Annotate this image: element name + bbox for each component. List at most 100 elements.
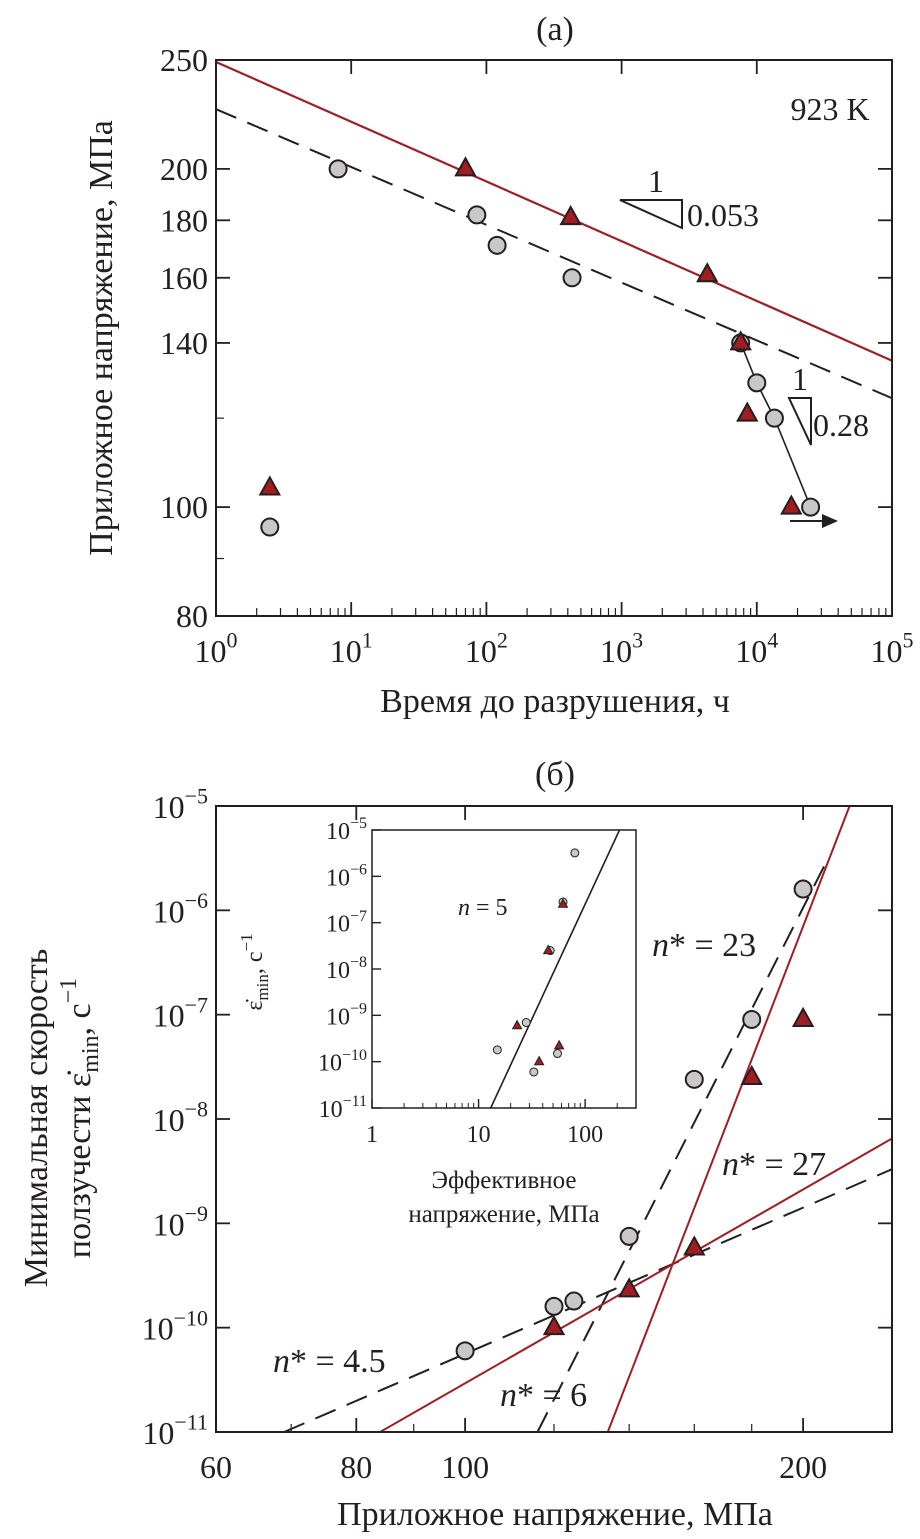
- panel-b-triangle-point-3: [740, 1064, 763, 1085]
- panel-a-triangle-point-6: [780, 494, 803, 515]
- inset-fit-lines: [489, 829, 621, 1109]
- inset-x-tick-labels: 1 10 100: [366, 1122, 603, 1148]
- n-label-4-5-rest: * = 4.5: [290, 1343, 386, 1380]
- panel-b-x-tick-label-3: 200: [779, 1449, 827, 1485]
- panel-a-y-axis-label: Приложное напряжение, МПа: [83, 120, 120, 556]
- panel-b-y-tick-label-3: 10−8: [153, 1097, 208, 1138]
- inset-n-label: n = 5: [458, 895, 508, 921]
- inset-ylabel-unit: , с: [242, 951, 268, 974]
- panel-b-y-tick-labels: 10−11 10−10 10−9 10−8 10−7 10−6 10−5: [142, 784, 208, 1451]
- slope-triangle-2: [787, 397, 812, 446]
- slope-1-one-label: 1: [648, 163, 664, 199]
- inset-fit-line-0: [489, 829, 621, 1109]
- inset-circle-point-6: [570, 848, 580, 858]
- panel-a-circle-point-8: [801, 497, 821, 517]
- panel-a-frame: [215, 59, 893, 617]
- panel-b-title: (б): [535, 756, 575, 793]
- n-label-27: n* = 27: [722, 1146, 826, 1183]
- inset-y-tick-label-6: 10−5: [326, 815, 367, 845]
- panel-a-circle-point-7: [764, 408, 784, 428]
- inset-ylabel-main: ε̇: [242, 999, 268, 1011]
- panel-a-fit-line-0: [215, 60, 893, 362]
- panel-b-y-tick-label-4: 10−7: [153, 992, 208, 1033]
- panel-a-triangle-point-4: [729, 330, 752, 351]
- inset-chart: 10−11 10−10 10−9 10−8 10−7 10−6 10−5 1 10 100 n …: [237, 815, 637, 1228]
- inset-triangle-point-0: [511, 1019, 523, 1030]
- panel-b-circle-point-1: [544, 1296, 564, 1316]
- panel-b-circle-point-6: [793, 879, 813, 899]
- panel-a-x-tick-label-0: 100: [195, 628, 238, 669]
- inset-circle-point-4: [552, 1049, 562, 1059]
- inset-n-label-rest: = 5: [470, 895, 508, 921]
- panel-b-circle-point-4: [684, 1069, 704, 1089]
- inset-x-tick-label-2: 100: [567, 1122, 603, 1148]
- panel-a-ticks: [215, 59, 893, 617]
- panel-b-triangle-point-4: [791, 1006, 815, 1027]
- panel-b-ticks: [215, 805, 892, 1433]
- panel-a-circle-point-1: [328, 159, 348, 179]
- inset-x-axis-label-line2: напряжение, МПа: [408, 1201, 599, 1228]
- panel-b-triangle-point-2: [683, 1235, 706, 1256]
- panel-a-circle-point-2: [467, 205, 487, 225]
- panel-b-circle-point-3: [619, 1226, 639, 1246]
- panel-a-y-tick-label-5: 200: [160, 151, 208, 187]
- panel-b-ylabel-unit: , с: [61, 1003, 98, 1035]
- inset-triangle-point-4: [557, 898, 569, 908]
- panel-a-circle-point-0: [260, 517, 280, 537]
- panel-a-triangle-point-2: [559, 204, 582, 226]
- panel-b-points: [455, 879, 815, 1361]
- panel-b-y-tick-label-0: 10−11: [142, 1410, 208, 1451]
- inset-y-tick-labels: 10−11 10−10 10−9 10−8 10−7 10−6 10−5: [318, 815, 367, 1123]
- runout-arrow-head: [822, 514, 838, 528]
- inset-points: [492, 848, 580, 1077]
- inset-circle-point-1: [521, 1018, 531, 1028]
- inset-ylabel-sub: min: [253, 974, 272, 1001]
- panel-a-y-tick-labels: 80 100 140 160 180 200 250: [160, 42, 208, 634]
- panel-a-x-tick-labels: 100 101 102 103 104 105: [195, 628, 914, 669]
- panel-b-y-tick-label-5: 10−6: [153, 888, 208, 929]
- panel-b-ylabel-sub: min: [78, 1035, 104, 1072]
- n-label-23-rest: * = 23: [669, 927, 756, 964]
- panel-a-y-tick-label-1: 100: [160, 489, 208, 525]
- n-label-4-5: n* = 4.5: [273, 1343, 386, 1380]
- panel-a-x-tick-label-4: 104: [735, 628, 778, 669]
- panel-a-y-tick-label-2: 140: [160, 325, 208, 361]
- inset-background: [372, 830, 636, 1108]
- panel-a-fit-line-2: [739, 342, 812, 508]
- panel-b-circle-point-2: [564, 1291, 584, 1311]
- panel-a-title: (a): [536, 11, 574, 48]
- panel-a-y-tick-label-0: 80: [176, 598, 208, 634]
- panel-b-y-tick-label-2: 10−9: [153, 1201, 208, 1242]
- panel-a-x-tick-label-2: 102: [465, 628, 508, 669]
- panel-b-y-axis-label-line1: Минимальная скорость: [18, 949, 55, 1288]
- panel-a-circle-point-6: [747, 373, 767, 393]
- slope-2-one-label: 1: [792, 361, 808, 397]
- inset-circle-point-2: [529, 1067, 539, 1077]
- inset-y-tick-label-3: 10−8: [326, 954, 367, 984]
- n-label-27-rest: * = 27: [739, 1146, 826, 1183]
- panel-a-x-axis-label: Время до разрушения, ч: [380, 683, 730, 720]
- inset-x-tick-label-0: 1: [366, 1122, 378, 1148]
- inset-y-axis-label: ε̇min, с−1: [237, 933, 272, 1010]
- slope-2-value-label: 0.28: [813, 407, 869, 443]
- panel-b-fit-line-0: [283, 1168, 893, 1433]
- panel-b-x-axis-label: Приложное напряжение, МПа: [337, 1496, 773, 1533]
- n-label-6-rest: * = 6: [517, 1377, 587, 1414]
- inset-x-axis-label-line1: Эффективное: [431, 1167, 576, 1194]
- panel-b-fit-lines: [283, 805, 893, 1433]
- panel-b-x-tick-label-1: 80: [340, 1449, 372, 1485]
- panel-a-fit-line-1: [215, 108, 893, 400]
- slope-1-value-label: 0.053: [687, 197, 759, 233]
- panel-a-y-tick-label-6: 250: [160, 42, 208, 78]
- n-label-6: n* = 6: [500, 1377, 587, 1414]
- panel-a-x-tick-label-1: 101: [330, 628, 373, 669]
- inset-x-tick-label-1: 10: [467, 1122, 491, 1148]
- panel-a-circle-point-3: [487, 235, 507, 255]
- panel-a-x-tick-label-5: 105: [871, 628, 914, 669]
- panel-a-y-tick-label-4: 180: [160, 202, 208, 238]
- panel-a-fit-lines: [215, 60, 893, 508]
- panel-b-x-tick-labels: 60 80 100 200: [200, 1449, 827, 1485]
- panel-b-y-tick-label-1: 10−10: [142, 1305, 208, 1346]
